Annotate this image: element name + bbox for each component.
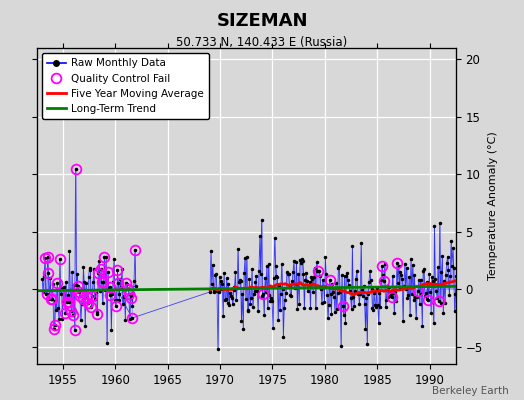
Y-axis label: Temperature Anomaly (°C): Temperature Anomaly (°C)	[488, 132, 498, 280]
Text: SIZEMAN: SIZEMAN	[216, 12, 308, 30]
Text: Berkeley Earth: Berkeley Earth	[432, 386, 508, 396]
Legend: Raw Monthly Data, Quality Control Fail, Five Year Moving Average, Long-Term Tren: Raw Monthly Data, Quality Control Fail, …	[42, 53, 209, 119]
Text: 50.733 N, 140.433 E (Russia): 50.733 N, 140.433 E (Russia)	[177, 36, 347, 49]
